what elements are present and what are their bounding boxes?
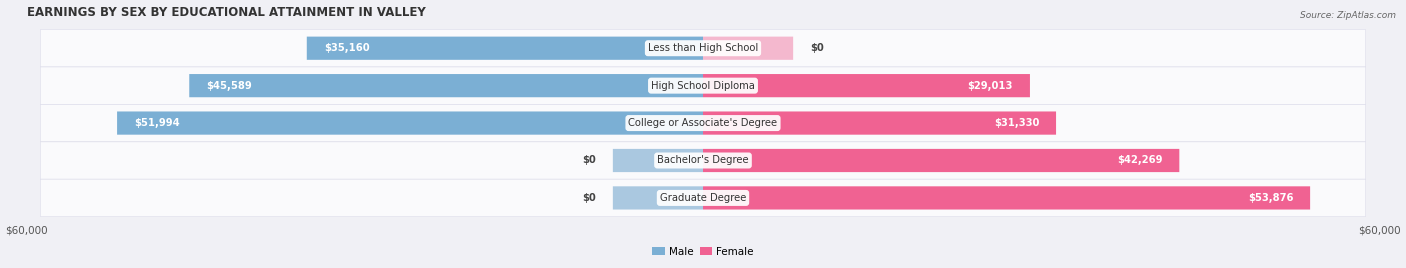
FancyBboxPatch shape	[613, 186, 703, 210]
FancyBboxPatch shape	[703, 149, 1180, 172]
FancyBboxPatch shape	[190, 74, 703, 97]
Text: Less than High School: Less than High School	[648, 43, 758, 53]
Text: Graduate Degree: Graduate Degree	[659, 193, 747, 203]
Legend: Male, Female: Male, Female	[648, 242, 758, 261]
FancyBboxPatch shape	[307, 37, 703, 60]
Text: $0: $0	[582, 155, 596, 166]
Text: EARNINGS BY SEX BY EDUCATIONAL ATTAINMENT IN VALLEY: EARNINGS BY SEX BY EDUCATIONAL ATTAINMEN…	[27, 6, 426, 18]
Text: College or Associate's Degree: College or Associate's Degree	[628, 118, 778, 128]
FancyBboxPatch shape	[703, 74, 1031, 97]
FancyBboxPatch shape	[41, 179, 1365, 217]
FancyBboxPatch shape	[41, 29, 1365, 67]
FancyBboxPatch shape	[613, 149, 703, 172]
Text: High School Diploma: High School Diploma	[651, 81, 755, 91]
FancyBboxPatch shape	[41, 142, 1365, 179]
Text: Source: ZipAtlas.com: Source: ZipAtlas.com	[1301, 11, 1396, 20]
Text: $42,269: $42,269	[1116, 155, 1163, 166]
FancyBboxPatch shape	[41, 67, 1365, 104]
Text: $29,013: $29,013	[967, 81, 1014, 91]
FancyBboxPatch shape	[41, 104, 1365, 142]
Text: $31,330: $31,330	[994, 118, 1039, 128]
FancyBboxPatch shape	[703, 186, 1310, 210]
Text: $51,994: $51,994	[134, 118, 180, 128]
Text: $53,876: $53,876	[1247, 193, 1294, 203]
Text: Bachelor's Degree: Bachelor's Degree	[657, 155, 749, 166]
Text: $35,160: $35,160	[323, 43, 370, 53]
FancyBboxPatch shape	[703, 37, 793, 60]
FancyBboxPatch shape	[117, 111, 703, 135]
Text: $45,589: $45,589	[207, 81, 252, 91]
FancyBboxPatch shape	[703, 111, 1056, 135]
Text: $0: $0	[582, 193, 596, 203]
Text: $0: $0	[810, 43, 824, 53]
